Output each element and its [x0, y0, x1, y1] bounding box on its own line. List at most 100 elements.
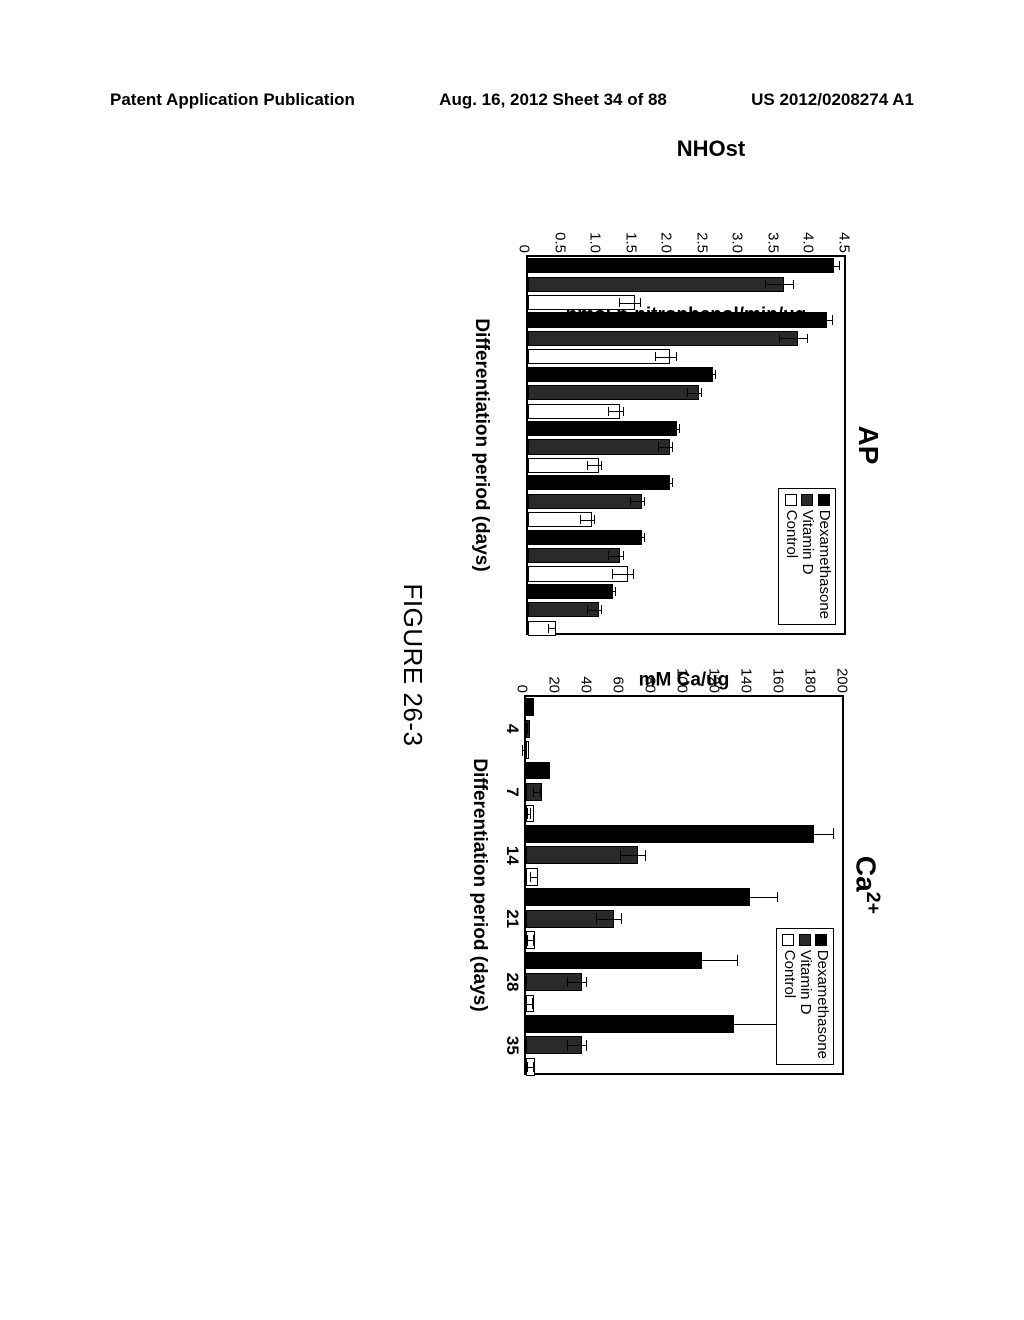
- chart-ap-plot: nmol p-nitrophenol/min/ug 00.51.01.52.02…: [526, 255, 846, 635]
- ytick-label: 160: [769, 668, 786, 697]
- bar-dex: [526, 825, 814, 843]
- error-cap: [525, 998, 526, 1009]
- error-cap: [619, 298, 620, 307]
- legend-swatch: [799, 934, 811, 946]
- legend: DexamethasoneVitamin DControl: [779, 488, 837, 625]
- header-right: US 2012/0208274 A1: [751, 90, 914, 110]
- bar-vitd: [528, 331, 798, 346]
- error-cap: [525, 745, 526, 756]
- legend-swatch: [782, 934, 794, 946]
- error-cap: [765, 280, 766, 289]
- error-cap: [527, 808, 528, 819]
- error-bar: [602, 591, 616, 592]
- error-cap: [633, 569, 634, 578]
- ytick-label: 2.5: [693, 232, 710, 257]
- legend-label: Control: [783, 510, 800, 558]
- error-cap: [567, 1040, 568, 1051]
- error-cap: [681, 1018, 682, 1029]
- ytick-label: 0.5: [551, 232, 568, 257]
- error-cap: [644, 497, 645, 506]
- chart-ca-wrap: Ca2+ mM Ca/ug 02040608010012014016018020…: [468, 695, 884, 1075]
- rotated-figure-container: AP nmol p-nitrophenol/min/ug 00.51.01.52…: [0, 253, 1024, 1077]
- error-cap: [548, 624, 549, 633]
- xtick-label: 14: [502, 846, 526, 865]
- chart-ca-plot: mM Ca/ug 0204060801001201401601802004714…: [524, 695, 844, 1075]
- error-bar: [613, 574, 634, 575]
- error-bar: [621, 855, 647, 856]
- ytick-label: 180: [801, 668, 818, 697]
- error-bar: [780, 338, 808, 339]
- error-cap: [701, 370, 702, 379]
- page-header: Patent Application Publication Aug. 16, …: [0, 90, 1024, 110]
- error-cap: [785, 828, 786, 839]
- xtick-label: 21: [502, 909, 526, 928]
- ytick-label: 60: [609, 676, 626, 697]
- error-cap: [586, 977, 587, 988]
- error-cap: [623, 551, 624, 560]
- error-bar: [714, 897, 778, 898]
- error-cap: [608, 407, 609, 416]
- bar-ctrl: [528, 404, 620, 419]
- ytick-label: 3.0: [729, 232, 746, 257]
- legend-label: Dexamethasone: [816, 510, 833, 619]
- bar-vitd: [528, 548, 620, 563]
- error-cap: [530, 808, 531, 819]
- error-cap: [665, 424, 666, 433]
- error-cap: [527, 1062, 528, 1073]
- error-cap: [580, 515, 581, 524]
- error-bar: [568, 1045, 587, 1046]
- legend-swatch: [815, 934, 827, 946]
- chart-ap-title: AP: [852, 426, 884, 465]
- error-cap: [601, 587, 602, 596]
- error-bar: [659, 447, 673, 448]
- error-bar: [581, 520, 595, 521]
- error-bar: [597, 919, 623, 920]
- ytick-label: 140: [737, 668, 754, 697]
- error-cap: [537, 872, 538, 883]
- error-cap: [623, 407, 624, 416]
- error-cap: [525, 702, 526, 713]
- error-bar: [766, 284, 794, 285]
- ytick-label: 1.0: [587, 232, 604, 257]
- error-bar: [682, 1024, 778, 1025]
- error-cap: [524, 723, 525, 734]
- legend-swatch: [801, 494, 813, 506]
- error-cap: [532, 702, 533, 713]
- ytick-label: 20: [545, 676, 562, 697]
- error-cap: [533, 787, 534, 798]
- chart-ap-xlabel: Differentiation period (days): [470, 318, 492, 571]
- error-cap: [612, 569, 613, 578]
- error-cap: [615, 587, 616, 596]
- xtick-label: 35: [502, 1036, 526, 1055]
- error-cap: [658, 442, 659, 451]
- error-cap: [793, 280, 794, 289]
- error-bar: [609, 556, 623, 557]
- error-bar: [609, 411, 623, 412]
- bar-vitd: [528, 385, 699, 400]
- error-cap: [807, 334, 808, 343]
- bar-vitd: [528, 439, 670, 454]
- error-bar: [659, 483, 673, 484]
- error-cap: [687, 388, 688, 397]
- ytick-label: 0: [516, 245, 533, 257]
- legend-row-dex: Dexamethasone: [816, 494, 833, 619]
- error-cap: [672, 442, 673, 451]
- error-cap: [549, 765, 550, 776]
- bar-vitd: [528, 277, 784, 292]
- error-bar: [588, 610, 602, 611]
- bar-dex: [528, 312, 827, 327]
- legend-row-dex: Dexamethasone: [813, 934, 830, 1059]
- error-cap: [715, 370, 716, 379]
- error-cap: [640, 298, 641, 307]
- legend-swatch: [818, 494, 830, 506]
- error-cap: [839, 261, 840, 270]
- ytick-label: 120: [705, 668, 722, 697]
- error-cap: [779, 334, 780, 343]
- error-cap: [713, 892, 714, 903]
- error-cap: [586, 1040, 587, 1051]
- xtick-label: 7: [502, 787, 526, 796]
- legend-label: Vitamin D: [797, 950, 814, 1015]
- error-cap: [672, 478, 673, 487]
- error-cap: [594, 515, 595, 524]
- error-cap: [596, 913, 597, 924]
